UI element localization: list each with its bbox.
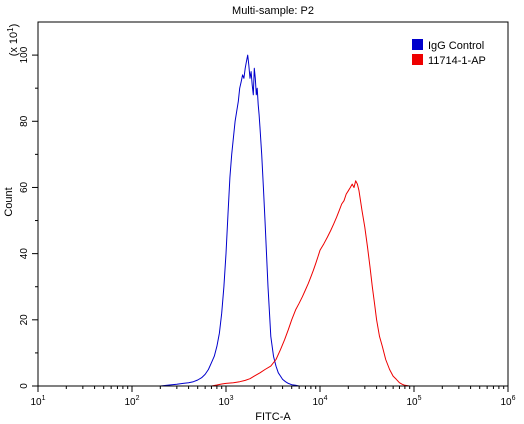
legend-swatch-0 <box>412 39 423 50</box>
series-layer <box>148 54 410 387</box>
y-multiplier-label: (x 101) <box>6 24 20 57</box>
y-tick-label-0: 0 <box>19 383 30 389</box>
y-axis-label: Count <box>3 187 15 216</box>
y-tick-label-4: 80 <box>19 115 30 127</box>
x-tick-label-2: 103 <box>218 395 233 408</box>
y-tick-label-2: 40 <box>19 248 30 260</box>
series-line-11714-1-ap <box>211 180 410 387</box>
legend-label-0: IgG Control <box>428 40 484 52</box>
legend: IgG Control 11714-1-AP <box>412 39 486 67</box>
series-line-igg-control <box>148 54 306 387</box>
y-tick-label-5: 100 <box>19 46 30 63</box>
y-tick-label-1: 20 <box>19 314 30 326</box>
legend-label-1: 11714-1-AP <box>428 55 486 67</box>
x-tick-label-5: 106 <box>500 395 515 408</box>
x-tick-label-4: 105 <box>406 395 421 408</box>
x-tick-label-3: 104 <box>312 395 327 408</box>
x-tick-label-1: 102 <box>124 395 139 408</box>
chart-title: Multi-sample: P2 <box>232 5 314 17</box>
plot-frame <box>37 21 509 387</box>
x-axis-ticks: 101 102 103 104 105 106 <box>30 386 516 408</box>
y-tick-label-3: 60 <box>19 181 30 193</box>
x-tick-label-0: 101 <box>30 395 45 408</box>
legend-swatch-1 <box>412 54 423 65</box>
x-axis-label: FITC-A <box>255 411 291 423</box>
y-axis-ticks: 0 20 40 60 80 100 <box>19 46 38 389</box>
